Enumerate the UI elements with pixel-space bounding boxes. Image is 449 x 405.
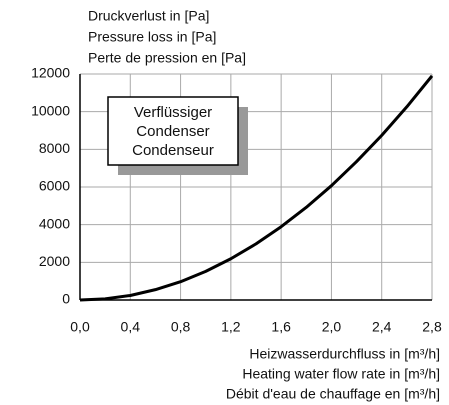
- x-tick-label: 2,0: [322, 319, 342, 335]
- x-tick-label: 2,4: [372, 319, 392, 335]
- x-axis-title: Heating water flow rate in [m³/h]: [242, 366, 440, 382]
- y-tick-label: 2000: [39, 253, 70, 269]
- annotation: Condenseur: [132, 142, 214, 159]
- x-tick-label: 0,0: [70, 319, 90, 335]
- annotation: Condenser: [136, 123, 209, 140]
- y-tick-label: 8000: [39, 140, 70, 156]
- x-axis-title: Heizwasserdurchfluss in [m³/h]: [249, 346, 440, 362]
- y-axis-title: Druckverlust in [Pa]: [88, 8, 209, 24]
- y-axis-title: Perte de pression en [Pa]: [88, 50, 246, 66]
- x-tick-label: 1,2: [221, 319, 241, 335]
- y-tick-label: 12000: [31, 65, 70, 81]
- y-tick-label: 10000: [31, 102, 70, 118]
- x-tick-label: 2,8: [422, 319, 442, 335]
- annotation: Verflüssiger: [134, 104, 212, 121]
- x-axis-title: Débit d'eau de chauffage en [m³/h]: [226, 386, 440, 402]
- x-tick-label: 1,6: [271, 319, 291, 335]
- y-tick-label: 0: [62, 291, 70, 307]
- data-line: [79, 74, 434, 302]
- annotation-box: [107, 96, 239, 166]
- y-axis-title: Pressure loss in [Pa]: [88, 29, 216, 45]
- x-tick-label: 0,8: [171, 319, 191, 335]
- x-tick-label: 0,4: [121, 319, 141, 335]
- y-tick-label: 6000: [39, 178, 70, 194]
- y-tick-label: 4000: [39, 215, 70, 231]
